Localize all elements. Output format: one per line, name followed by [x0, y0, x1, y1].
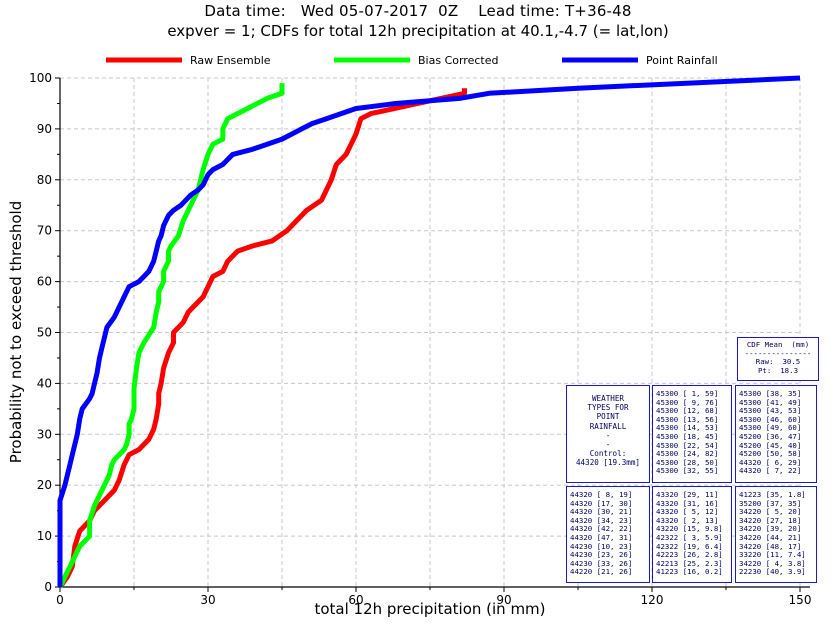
series-line-bias-corrected [57, 83, 285, 589]
series-line-raw-ensemble [57, 88, 467, 589]
x-tick-label: 60 [348, 593, 363, 607]
weather-types-line: POINT [596, 412, 620, 422]
y-tick-label: 10 [37, 529, 52, 543]
x-tick-label: 0 [56, 593, 64, 607]
wt-table-row: 44320 [34, 23] [570, 515, 633, 525]
weather-types-line: - [605, 430, 611, 440]
series-line-point-rainfall [57, 75, 801, 587]
wt-table-row: 44320 [ 7, 22] [739, 466, 802, 476]
wt-table-row: 34220 [44, 21] [739, 532, 802, 542]
wt-table-row: 45300 [24, 82] [656, 449, 719, 459]
wt-table-row: 45300 [38, 35] [739, 389, 802, 398]
y-tick-label: 100 [29, 71, 52, 85]
wt-table-bottom-right: 41223 [35, 1.8] 35200 [37, 35] 34220 [ 5, … [735, 486, 817, 583]
wt-table-row: 43320 [ 2, 13] [656, 515, 719, 525]
wt-table-row: 34220 [27, 18] [739, 515, 802, 525]
wt-table-row: 43320 [29, 11] [656, 490, 719, 499]
wt-table-row: 45300 [32, 55] [656, 466, 719, 476]
series-lines [57, 75, 801, 589]
x-tick-label: 90 [496, 593, 511, 607]
cdf-mean-divider: --------------- [744, 348, 812, 358]
cdf-mean-title: CDF Mean (mm) [746, 340, 810, 349]
wt-table-row: 44230 [23, 26] [570, 550, 633, 560]
legend-label-2: Point Rainfall [646, 54, 718, 67]
wt-table-row: 44230 [33, 26] [570, 558, 633, 568]
wt-table-row: 45300 [18, 45] [656, 431, 719, 441]
y-tick-label: 40 [37, 376, 52, 390]
wt-table-row: 43220 [15, 9.8] [656, 524, 723, 534]
wt-table-row: 44320 [30, 21] [570, 507, 633, 517]
wt-table-bottom-mid: 43320 [29, 11] 43320 [31, 16] 43320 [ 5, 1… [652, 486, 732, 583]
wt-table-row: 44320 [ 6, 29] [739, 457, 802, 467]
wt-table-row: 41223 [35, 1.8] [739, 490, 806, 499]
y-tick-label: 20 [37, 478, 52, 492]
wt-table-bottom-left: 44320 [ 8, 19] 44320 [17, 30] 44320 [30, 2… [566, 486, 650, 583]
wt-table-row: 45300 [49, 60] [739, 423, 802, 433]
cdf-mean-raw: Raw: 30.5 [755, 357, 801, 367]
wt-table-row: 42223 [26, 2.8] [656, 550, 723, 560]
wt-table-row: 42213 [25, 2.3] [656, 558, 723, 568]
wt-table-row: 42322 [ 3, 5.9] [656, 532, 723, 542]
weather-types-line: RAINFALL [589, 421, 627, 431]
wt-table-row: 45300 [12, 68] [656, 406, 719, 416]
chart-title-line1: Data time: Wed 05-07-2017 0Z Lead time: … [204, 2, 632, 20]
wt-table-row: 45300 [43, 53] [739, 406, 802, 416]
wt-table-row: 34220 [48, 17] [739, 541, 802, 551]
y-tick-label: 0 [44, 580, 52, 594]
y-axis-label: Probability not to exceed threshold [7, 201, 25, 463]
chart-title-line2: expver = 1; CDFs for total 12h precipita… [167, 22, 669, 40]
wt-table-row: 34220 [ 5, 20] [739, 507, 802, 517]
wt-table-row: 44230 [10, 23] [570, 541, 633, 551]
wt-table-row: 44320 [ 8, 19] [570, 490, 633, 499]
wt-table-row: 45200 [50, 58] [739, 449, 802, 459]
weather-types-line: TYPES FOR [587, 403, 629, 413]
wt-table-row: 34220 [39, 20] [739, 524, 802, 534]
wt-table-row: 42322 [19, 6.4] [656, 541, 723, 551]
wt-table-row: 43320 [ 5, 12] [656, 507, 719, 517]
weather-types-line: Control: [589, 449, 627, 459]
weather-types-box: WEATHER TYPES FOR POINT RAINFALL - - Control: 4… [566, 385, 650, 483]
y-tick-label: 80 [37, 173, 52, 187]
wt-table-row: 44320 [42, 22] [570, 524, 633, 534]
wt-table-row: 44320 [17, 30] [570, 498, 633, 508]
wt-table-row: 44220 [21, 26] [570, 567, 633, 577]
wt-table-row: 45300 [13, 56] [656, 414, 719, 424]
wt-table-row: 41223 [16, 0.2] [656, 567, 723, 577]
wt-table-row: 44320 [47, 31] [570, 532, 633, 542]
wt-table-top-mid: 45300 [ 1, 59] 45300 [ 9, 76] 45300 [12, 6… [652, 385, 732, 483]
wt-table-row: 45300 [22, 54] [656, 440, 719, 450]
legend-label-0: Raw Ensemble [190, 54, 271, 67]
wt-table-top-right: 45300 [38, 35] 45300 [41, 49] 45300 [43, 5… [735, 385, 817, 483]
y-tick-label: 70 [37, 224, 52, 238]
cdf-mean-box: CDF Mean (mm) --------------- Raw: 30.5 … [737, 337, 819, 381]
y-tick-label: 30 [37, 427, 52, 441]
x-axis-label: total 12h precipitation (in mm) [314, 600, 545, 618]
wt-table-row: 45300 [28, 50] [656, 457, 719, 467]
wt-table-row: 45300 [ 9, 76] [656, 397, 719, 407]
x-tick-label: 30 [200, 593, 215, 607]
wt-table-row: 45300 [ 1, 59] [656, 389, 719, 398]
x-tick-label: 120 [641, 593, 664, 607]
wt-table-row: 45300 [41, 49] [739, 397, 802, 407]
wt-table-row: 45200 [45, 40] [739, 440, 802, 450]
y-tick-label: 60 [37, 275, 52, 289]
weather-types-line: WEATHER [591, 394, 624, 403]
weather-types-line: - [605, 440, 611, 450]
y-tick-label: 50 [37, 326, 52, 340]
x-tick-label: 150 [789, 593, 812, 607]
wt-table-row: 43320 [31, 16] [656, 498, 719, 508]
wt-table-row: 45300 [46, 60] [739, 414, 802, 424]
wt-table-row: 45200 [36, 47] [739, 431, 802, 441]
wt-table-row: 33220 [11, 7.4] [739, 550, 806, 560]
weather-types-line: 44320 [19.3mm] [575, 458, 640, 468]
wt-table-row: 34220 [ 4, 3.8] [739, 558, 806, 568]
tick-labels: 0 10 20 30 40 50 60 70 80 90 100 0 30 60 90 120 150 [29, 71, 811, 607]
legend-label-1: Bias Corrected [418, 54, 498, 67]
cdf-mean-point: Pt: 18.3 [757, 365, 799, 375]
y-tick-label: 90 [37, 122, 52, 136]
legend: Raw Ensemble Bias Corrected Point Rainfall [106, 54, 718, 67]
wt-table-row: 35200 [37, 35] [739, 498, 802, 508]
wt-table-row: 22230 [40, 3.9] [739, 567, 806, 577]
wt-table-row: 45300 [14, 53] [656, 423, 719, 433]
